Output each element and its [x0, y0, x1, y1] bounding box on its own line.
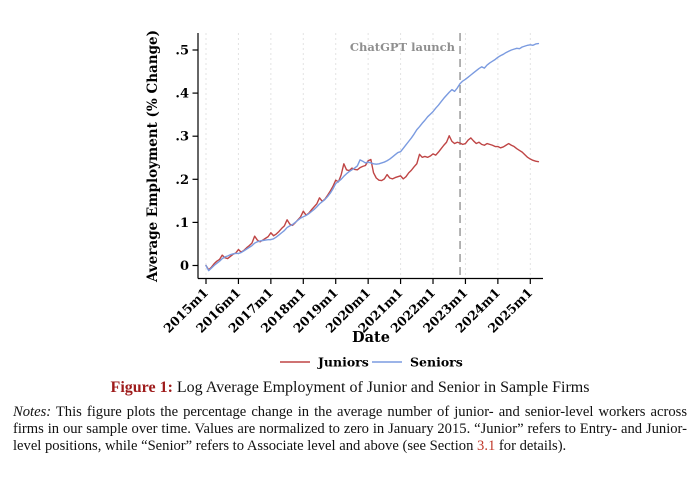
- x-axis-title: Date: [352, 329, 390, 346]
- y-tick-label: .5: [175, 44, 189, 59]
- y-tick-label: .3: [175, 130, 189, 145]
- legend-label-juniors: Juniors: [317, 355, 369, 370]
- y-tick-label: .1: [175, 216, 189, 231]
- figure-notes: Notes: This figure plots the percentage …: [13, 404, 687, 456]
- figure-caption: Figure 1: Log Average Employment of Juni…: [0, 378, 700, 398]
- y-tick-label: 0: [180, 259, 189, 274]
- notes-text-after: for details).: [495, 438, 567, 455]
- figure-caption-label: Figure 1:: [110, 379, 173, 396]
- chart-svg: ChatGPT launch0.1.2.3.4.52015m12016m1201…: [145, 30, 543, 370]
- seniors-line: [205, 42, 540, 272]
- juniors-line: [205, 135, 540, 271]
- employment-line-chart: ChatGPT launch 0.1.2.3.4.5 2015m1 2016m1 201…: [145, 30, 543, 370]
- section-link[interactable]: 3.1: [477, 438, 496, 455]
- y-axis-title: Average Employment (% Change): [145, 30, 161, 283]
- notes-text-before: This figure plots the percentage change …: [13, 404, 687, 455]
- y-tick-label: .2: [175, 173, 189, 188]
- chatgpt-launch-label: ChatGPT launch: [350, 40, 456, 54]
- notes-label: Notes:: [13, 404, 52, 420]
- figure-caption-title: Log Average Employment of Junior and Sen…: [172, 379, 590, 396]
- legend-label-seniors: Seniors: [410, 355, 463, 370]
- y-tick-label: .4: [175, 87, 189, 102]
